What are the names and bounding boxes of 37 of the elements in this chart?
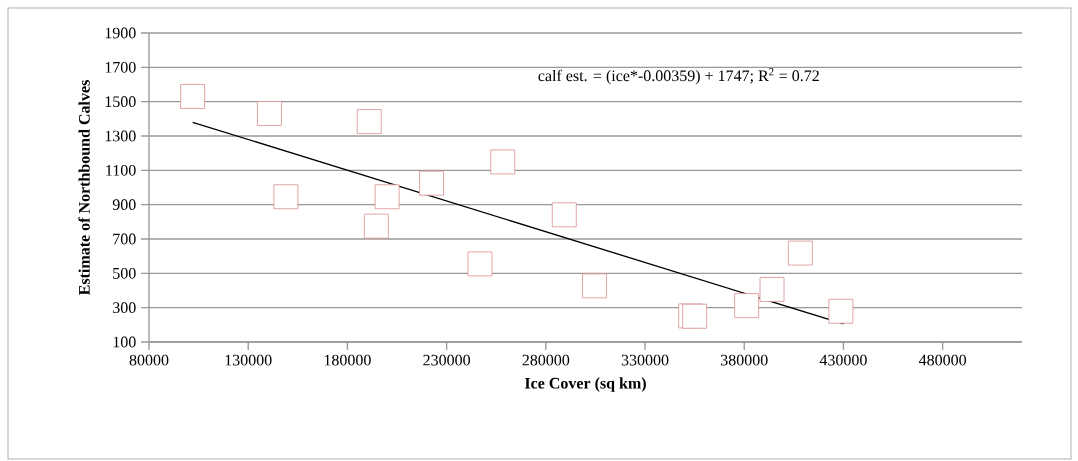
point — [787, 240, 813, 266]
point — [374, 184, 400, 210]
x-axis-title: Ice Cover (sq km) — [524, 377, 646, 392]
x-tick-label: 180000 — [324, 354, 371, 366]
x-tick-label: 380000 — [721, 354, 768, 366]
point — [759, 277, 785, 302]
x-tick-label: 80000 — [129, 354, 169, 366]
point — [419, 170, 444, 196]
point — [490, 149, 516, 175]
point — [257, 101, 282, 126]
point — [734, 293, 760, 319]
point — [467, 251, 493, 277]
y-tick-label: 100 — [113, 336, 136, 348]
y-tick-label: 1900 — [105, 27, 136, 39]
y-tick-label: 1700 — [105, 61, 136, 73]
y-axis-title: Estimate of Northbound Calves — [78, 80, 90, 296]
point — [551, 202, 577, 228]
x-tick-label: 430000 — [819, 354, 867, 366]
point — [180, 84, 206, 109]
point — [828, 298, 854, 324]
y-tick-label: 1100 — [106, 164, 136, 176]
x-tick-label: 280000 — [522, 354, 570, 366]
y-tick-label: 300 — [113, 302, 136, 314]
point — [356, 109, 382, 134]
point — [582, 273, 607, 299]
x-tick-label: 130000 — [225, 354, 272, 366]
x-tick-label: 480000 — [918, 354, 967, 366]
x-tick-label: 230000 — [423, 354, 470, 366]
annotation: calf est. = (ice*-0.00359) + 1747; R$^{2}$ = 0.72 — [538, 68, 819, 85]
y-tick-label: 700 — [113, 233, 136, 245]
point — [273, 184, 299, 210]
y-tick-label: 1300 — [105, 130, 136, 142]
point — [363, 213, 389, 239]
x-tick-label: 330000 — [621, 354, 669, 366]
y-tick-label: 900 — [112, 199, 136, 211]
y-tick-label: 500 — [113, 267, 136, 279]
y-tick-label: 1500 — [105, 96, 136, 108]
